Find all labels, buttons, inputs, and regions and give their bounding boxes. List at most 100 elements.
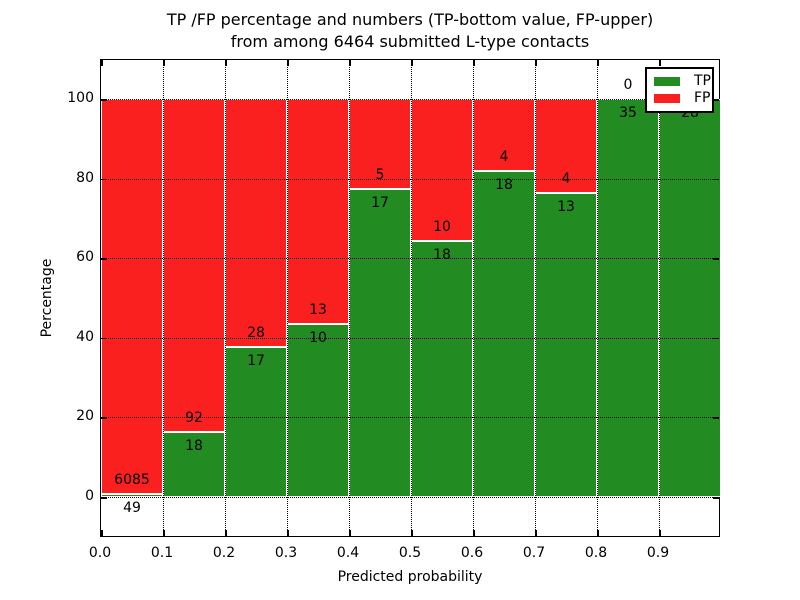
x-gridline-0.3 — [287, 60, 288, 536]
chart-title-line1: TP /FP percentage and numbers (TP-bottom… — [166, 10, 654, 29]
fp-count-label-1: 92 — [185, 409, 203, 426]
y-tick-right-60 — [713, 258, 719, 260]
x-tick-top-0.7 — [535, 60, 537, 66]
grid-layer — [101, 60, 719, 536]
y-gridline-60 — [101, 258, 719, 260]
x-gridline-0.7 — [535, 60, 536, 536]
y-tick-right-100 — [713, 99, 719, 101]
x-tick-top-0.2 — [225, 60, 227, 66]
bar-segment-tp-7 — [535, 192, 597, 497]
tp-count-label-8: 35 — [619, 105, 637, 121]
bars-layer — [101, 60, 721, 536]
y-tick-label-40: 40 — [76, 328, 94, 345]
legend-swatch-fp-icon — [654, 94, 680, 104]
tp-count-label-5: 18 — [433, 247, 451, 264]
y-gridline-40 — [101, 337, 719, 339]
legend-item-tp: TP — [654, 73, 711, 89]
x-tick-bottom-0.4 — [349, 530, 351, 536]
x-tick-label-0.2: 0.2 — [212, 545, 236, 561]
bar-segment-tp-8 — [597, 99, 659, 497]
fp-count-label-2: 28 — [247, 324, 265, 341]
x-tick-bottom-0.2 — [225, 530, 227, 536]
x-tick-bottom-0.8 — [597, 530, 599, 536]
x-tick-label-0.3: 0.3 — [274, 545, 298, 561]
legend-swatch-tp-icon — [654, 76, 680, 86]
tp-count-label-1: 18 — [185, 437, 203, 454]
bar-segment-tp-3 — [287, 323, 349, 497]
x-tick-bottom-0.5 — [411, 530, 413, 536]
tp-count-label-0: 49 — [123, 499, 141, 516]
x-axis-label: Predicted probability — [337, 569, 483, 585]
bar-segment-tp-1 — [163, 431, 225, 497]
x-tick-top-0.1 — [163, 60, 165, 66]
y-gridline-20 — [101, 417, 719, 419]
x-tick-top-0.5 — [411, 60, 413, 66]
y-gridline-0 — [101, 497, 719, 498]
legend: TP FP — [645, 67, 714, 113]
x-tick-label-0.4: 0.4 — [336, 545, 360, 561]
x-gridline-0.6 — [473, 60, 474, 536]
y-tick-left-20 — [101, 417, 107, 419]
x-tick-bottom-0.1 — [163, 530, 165, 536]
chart-title: TP /FP percentage and numbers (TP-bottom… — [100, 9, 720, 53]
y-tick-label-20: 20 — [76, 408, 94, 425]
x-tick-label-0.1: 0.1 — [150, 545, 174, 561]
plot-area: 6085499218281713105171018418413035028 — [100, 59, 721, 537]
x-tick-bottom-0.9 — [659, 530, 661, 536]
x-tick-top-0.6 — [473, 60, 475, 66]
y-gridline-80 — [101, 178, 719, 180]
y-gridline-100 — [101, 99, 719, 100]
y-axis-label: Percentage — [39, 258, 55, 338]
y-tick-right-0 — [713, 497, 719, 499]
tp-count-label-6: 18 — [495, 177, 513, 194]
bar-segment-tp-2 — [225, 346, 287, 497]
x-gridline-0.8 — [597, 60, 598, 536]
legend-label-fp: FP — [694, 90, 711, 107]
bar-segment-tp-0 — [101, 493, 163, 497]
x-gridline-0.9 — [659, 60, 660, 536]
x-tick-top-0.4 — [349, 60, 351, 66]
x-gridline-0.1 — [163, 60, 164, 536]
y-tick-right-20 — [713, 417, 719, 419]
y-tick-right-80 — [713, 178, 719, 181]
legend-label-tp: TP — [694, 72, 711, 89]
tp-count-label-4: 17 — [371, 195, 389, 212]
tp-count-label-2: 17 — [247, 352, 265, 369]
chart-title-line2: from among 6464 submitted L-type contact… — [230, 32, 590, 51]
bar-segment-fp-1 — [163, 99, 225, 432]
y-tick-left-60 — [101, 258, 107, 260]
bar-segment-fp-3 — [287, 99, 349, 324]
fp-count-label-8: 0 — [623, 77, 633, 93]
x-tick-top-0.3 — [287, 60, 289, 66]
x-tick-label-0.6: 0.6 — [460, 545, 484, 561]
x-tick-bottom-0.6 — [473, 530, 475, 536]
y-tick-label-60: 60 — [76, 249, 94, 266]
x-gridline-0.2 — [225, 60, 226, 536]
x-tick-top-0.9 — [659, 60, 661, 66]
fp-count-label-3: 13 — [309, 301, 327, 318]
bar-segment-fp-2 — [225, 99, 287, 347]
bar-segment-tp-6 — [473, 171, 535, 497]
y-tick-label-100: 100 — [67, 90, 94, 106]
y-tick-left-80 — [101, 178, 107, 181]
y-tick-right-40 — [713, 337, 719, 340]
bar-segment-tp-9 — [659, 99, 721, 497]
x-tick-label-0.7: 0.7 — [522, 545, 546, 561]
x-tick-bottom-0 — [101, 530, 103, 536]
y-tick-left-0 — [101, 497, 107, 499]
y-tick-left-100 — [101, 99, 107, 101]
x-gridline-0.4 — [349, 60, 350, 536]
bar-segment-fp-6 — [473, 99, 535, 172]
fp-count-label-6: 4 — [499, 149, 509, 166]
x-tick-top-0.8 — [597, 60, 599, 66]
bar-segment-tp-4 — [349, 189, 411, 497]
x-tick-top-0 — [101, 60, 103, 66]
x-tick-label-0.9: 0.9 — [646, 545, 670, 561]
y-tick-left-40 — [101, 337, 107, 340]
bar-segment-tp-5 — [411, 241, 473, 497]
fp-count-label-0: 6085 — [114, 471, 150, 488]
x-tick-label-0.0: 0.0 — [88, 545, 112, 561]
x-tick-label-0.5: 0.5 — [398, 545, 422, 561]
y-tick-label-80: 80 — [76, 169, 94, 186]
